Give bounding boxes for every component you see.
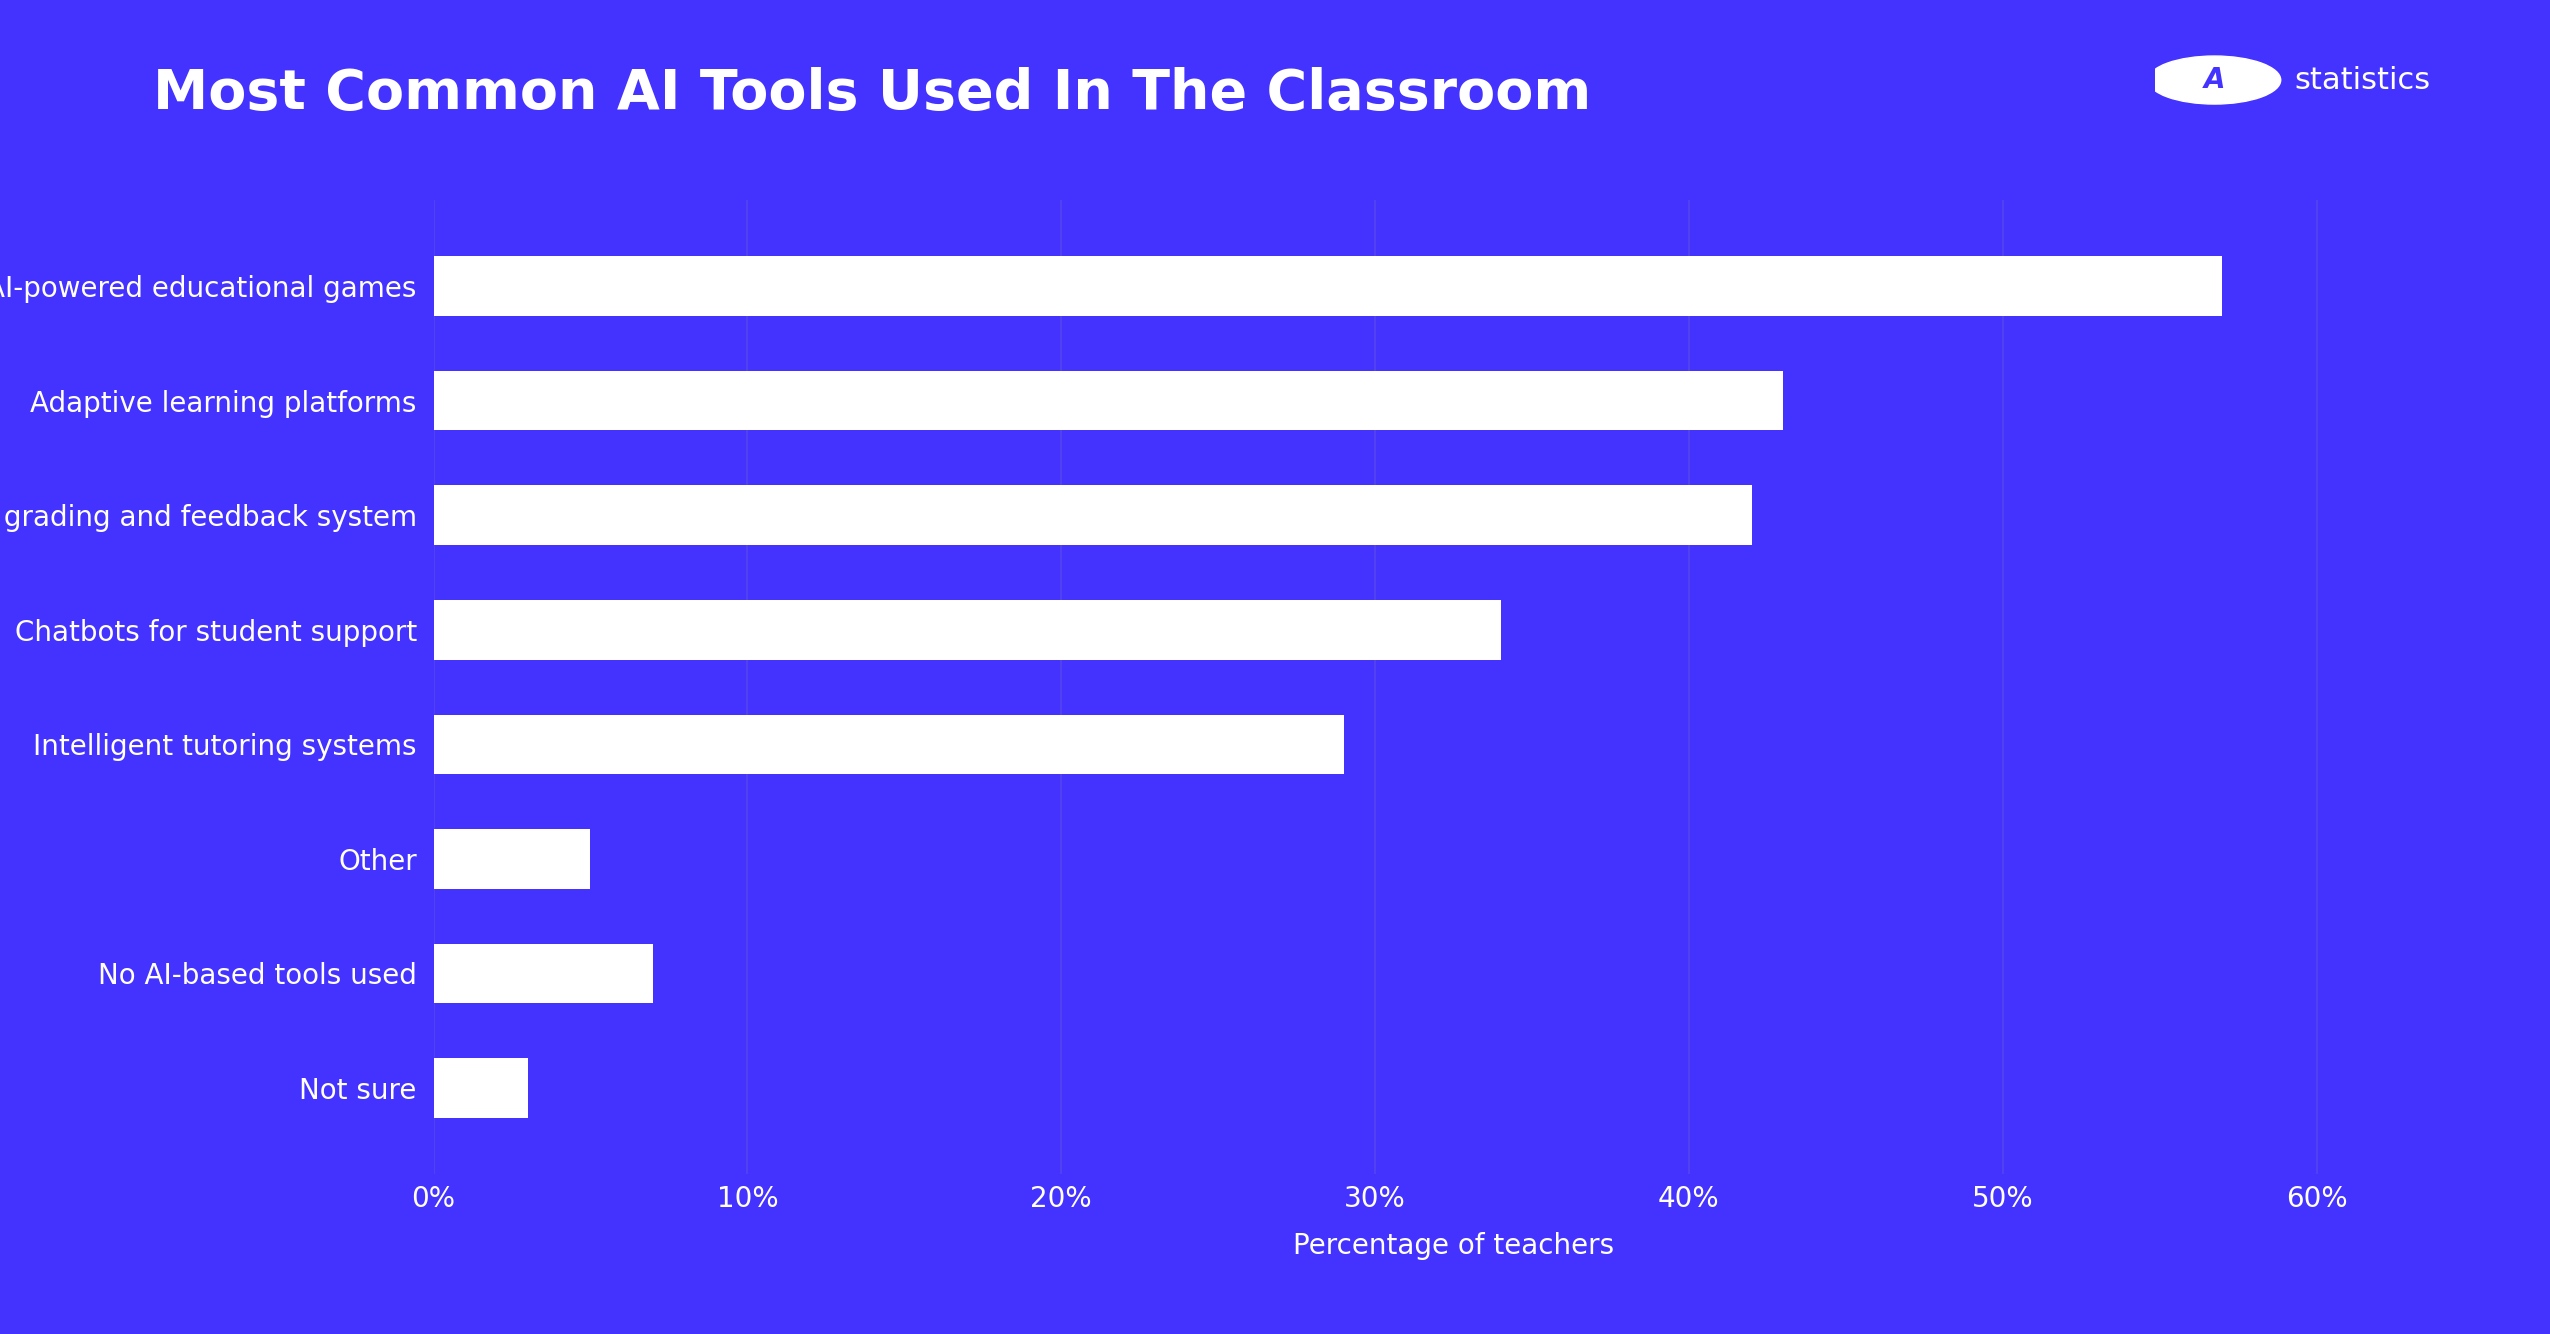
X-axis label: Percentage of teachers: Percentage of teachers	[1293, 1233, 1614, 1261]
Bar	[434, 486, 1752, 546]
Bar	[434, 1058, 528, 1118]
Bar	[434, 943, 653, 1003]
Bar	[434, 715, 1344, 774]
Circle shape	[2147, 56, 2280, 104]
Text: statistics: statistics	[2295, 65, 2430, 95]
Text: A: A	[2203, 67, 2226, 93]
Bar	[434, 600, 1499, 659]
Text: Most Common AI Tools Used In The Classroom: Most Common AI Tools Used In The Classro…	[153, 67, 1591, 120]
Bar	[434, 371, 1782, 431]
Bar	[434, 256, 2224, 316]
Bar	[434, 828, 592, 888]
